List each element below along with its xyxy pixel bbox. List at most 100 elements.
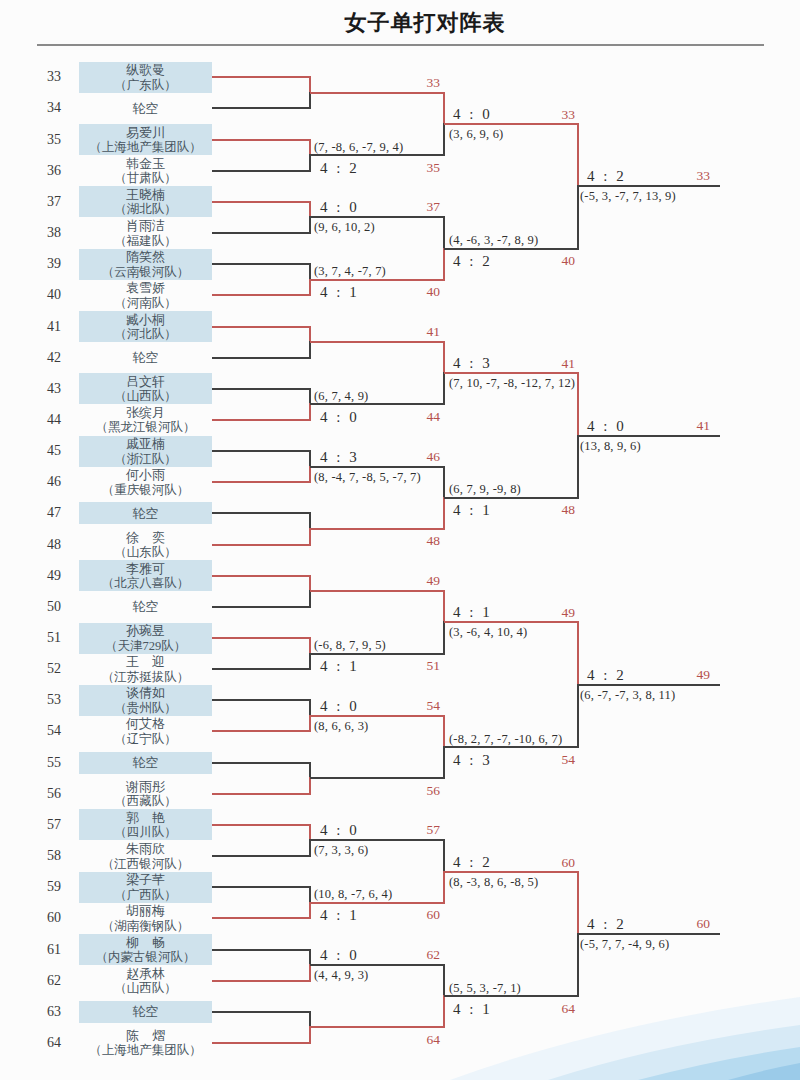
match-games: (6, -7, -7, 3, 8, 11) [580,688,675,702]
player-seed: 39 [34,256,74,272]
player-team: （广东队） [79,78,212,92]
match-games: (7, 10, -7, -8, -12, 7, 12) [449,376,575,390]
player-line [212,201,311,203]
player-team: （上海地产集团队） [79,1043,212,1057]
match-games: (-8, 2, 7, -7, -10, 6, 7) [449,732,562,746]
match-score: 4 : 2 [587,168,624,184]
player-name: 徐 奕 [79,530,212,545]
round1-connector [309,715,311,733]
round2-connector [443,995,445,1028]
match-games: (4, 4, 9, 3) [314,968,368,982]
player-seed: 54 [34,723,74,739]
player-name: 易爱川 [79,125,212,140]
player-line [212,980,311,982]
player-name: 何艾格 [79,716,212,731]
player-team: （四川队） [79,825,212,839]
round1-winner-seed: 51 [398,658,440,673]
player-seed: 36 [34,163,74,179]
player-name: 戚亚楠 [79,436,212,451]
player-line [212,388,311,390]
player-seed: 49 [34,568,74,584]
round1-winner-line [310,341,445,343]
match-games: (13, 8, 9, 6) [580,439,641,453]
player-name: 孙琬昱 [79,623,212,638]
match-games: (3, 7, 4, -7, 7) [314,264,386,278]
match-score: 4 : 2 [453,253,490,269]
player-team: （贵州队） [79,701,212,715]
player-name: 陈 熠 [79,1028,212,1043]
match-games: (6, 7, 9, -9, 8) [449,482,521,496]
tournament-title: 女子单打对阵表 [25,8,800,38]
round2-connector [443,871,445,904]
match-score: 4 : 3 [320,449,357,465]
round2-winner-seed: 41 [533,356,575,371]
player-seed: 40 [34,287,74,303]
player-team: （甘肃队） [79,171,212,185]
player-name: 柳 畅 [79,935,212,950]
round2-connector [443,466,445,499]
round2-winner-line [444,497,579,499]
player-name: 赵承林 [79,966,212,981]
player-name: 轮空 [79,599,212,614]
round1-winner-seed: 49 [398,573,440,588]
round3-connector [577,621,579,685]
player-line [212,107,311,109]
round1-winner-seed: 54 [398,698,440,713]
bracket-page: 女子单打对阵表 33纵歌曼（广东队）34轮空35易爱川（上海地产集团队）36韩金… [0,0,800,1080]
round1-winner-seed: 62 [398,947,440,962]
player-seed: 46 [34,474,74,490]
player-team: （湖南衡钢队） [79,919,212,933]
match-score: 4 : 3 [453,752,490,768]
player-line [212,512,311,514]
round2-connector [443,216,445,249]
player-team: （河北队） [79,327,212,341]
player-seed: 56 [34,786,74,802]
round3-connector [577,123,579,187]
round2-winner-seed: 40 [533,253,575,268]
round1-connector [309,154,311,172]
player-team: （重庆银河队） [79,483,212,497]
round3-winner-line [578,435,720,437]
round3-winner-seed: 33 [674,168,710,183]
match-score: 4 : 1 [453,1001,490,1017]
player-name: 臧小桐 [79,312,212,327]
player-seed: 55 [34,755,74,771]
player-line [212,326,311,328]
player-seed: 62 [34,973,74,989]
match-score: 4 : 1 [453,502,490,518]
player-seed: 53 [34,692,74,708]
player-seed: 64 [34,1035,74,1051]
round2-connector [443,497,445,530]
round2-winner-line [444,372,579,374]
round1-winner-line [310,279,445,281]
player-line [212,917,311,919]
player-line [212,949,311,951]
player-line [212,419,311,421]
round2-winner-seed: 60 [533,855,575,870]
match-score: 4 : 2 [587,916,624,932]
round2-winner-seed: 49 [533,605,575,620]
match-games: (9, 6, 10, 2) [314,220,375,234]
player-name: 袁雪娇 [79,280,212,295]
round1-connector [309,528,311,546]
match-score: 4 : 3 [453,355,490,371]
round1-winner-line [310,653,445,655]
player-seed: 51 [34,630,74,646]
player-name: 轮空 [79,350,212,365]
round2-connector [443,123,445,156]
round1-connector [309,92,311,110]
player-team: （山西队） [79,389,212,403]
player-name: 梁子芊 [79,872,212,887]
player-team: （河南队） [79,296,212,310]
player-line [212,699,311,701]
match-games: (5, 5, 3, -7, 1) [449,981,521,995]
round1-connector [309,653,311,671]
player-name: 胡丽梅 [79,903,212,918]
round1-winner-seed: 60 [398,907,440,922]
match-games: (3, 6, 9, 6) [449,127,503,141]
round1-winner-line [310,839,445,841]
round1-winner-seed: 56 [398,783,440,798]
round2-winner-line [444,621,579,623]
player-seed: 50 [34,599,74,615]
player-seed: 59 [34,879,74,895]
